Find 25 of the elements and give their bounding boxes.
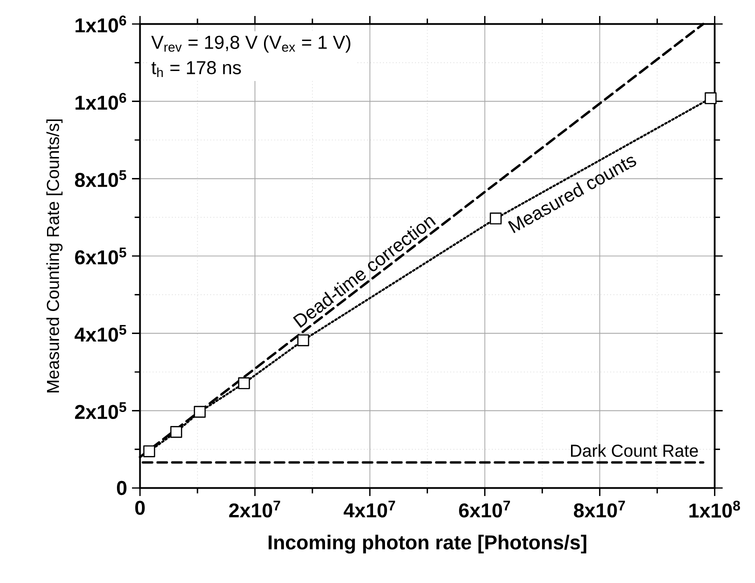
x-tick-label: 2x10$^{7}$ xyxy=(229,500,280,518)
x-tick-label: 8x10$^{7}$ xyxy=(574,500,625,518)
y-tick-label: 8x10$^{5}$ xyxy=(74,170,126,188)
point xyxy=(170,426,182,438)
x-tick-label: 6x10$^{7}$ xyxy=(459,500,510,518)
y-tick-label: 4x10$^{5}$ xyxy=(74,324,126,342)
point xyxy=(490,212,502,224)
point xyxy=(238,377,250,390)
annotation: V$_{rev}$ = 19,8 V (V$_{ex}$ = 1 V) xyxy=(151,35,350,53)
point xyxy=(704,92,717,104)
x-tick-label: 1x10$^{8}$ xyxy=(689,500,740,518)
y-axis-title: Measured Counting Rate [Counts/s] xyxy=(46,120,63,392)
point xyxy=(143,445,156,458)
y-tick-label: 1x10$^{6}$ xyxy=(76,92,126,110)
x-axis-title: Incoming photon rate [Photons/s] xyxy=(268,534,586,554)
y-tick-label: 2x10$^{5}$ xyxy=(75,402,126,420)
point xyxy=(297,334,310,346)
x-tick-label: 0 xyxy=(135,500,145,515)
y-tick-label: 6x10$^{5}$ xyxy=(75,248,126,264)
y-tick-label: 0 xyxy=(116,480,126,496)
annotation: t$_{h}$ = 178 ns xyxy=(151,61,241,77)
x-tick-label: 4x10$^{7}$ xyxy=(344,500,396,518)
y-tick-label: 1x10$^{6}$ xyxy=(76,16,126,32)
ref-line-label: Dark Count Rate xyxy=(571,444,698,457)
point xyxy=(194,406,206,418)
